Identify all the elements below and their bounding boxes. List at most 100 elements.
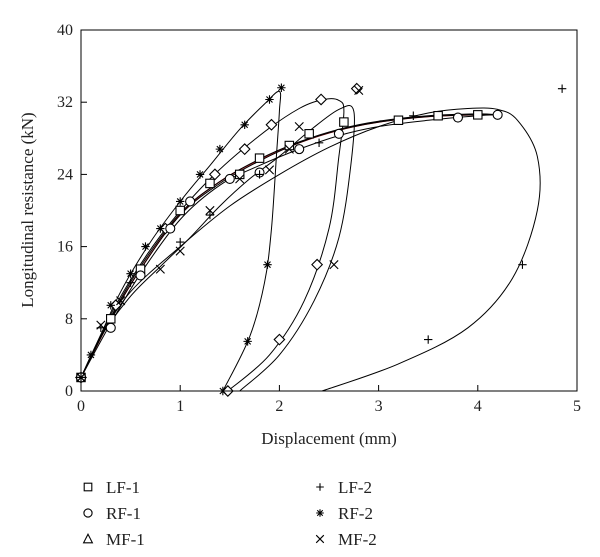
legend-label-rf-1: RF-1 <box>106 504 141 523</box>
legend-label-lf-1: LF-1 <box>106 478 140 497</box>
series-rf-2-point <box>106 301 115 310</box>
series-mf-2-point <box>329 260 339 270</box>
series-mf-2-point <box>264 165 275 175</box>
series-lf-1-point <box>175 205 185 216</box>
series-lf-2-point <box>557 84 567 93</box>
extra-curve-0-point <box>273 333 286 346</box>
legend-marker-lf-2 <box>316 483 324 491</box>
series-rf-1-point <box>135 270 146 281</box>
series-lf-2-markers <box>76 84 567 382</box>
series-mf-2-point <box>175 246 185 256</box>
series-lf-2-point <box>409 111 418 120</box>
series-rf-2-curve <box>81 90 282 391</box>
series-rf-2-point <box>243 337 252 346</box>
series-lf-2-point <box>255 170 264 179</box>
series-rf-1-point <box>333 128 344 139</box>
series-rf-1-point <box>492 109 503 120</box>
series-lf-2-point <box>518 260 527 269</box>
series-lf-1-point <box>393 115 404 126</box>
x-axis-label: Displacement (mm) <box>261 429 397 448</box>
legend-marker-mf-1 <box>82 532 94 544</box>
plot-frame <box>80 29 578 392</box>
series-mf-2-markers <box>76 85 364 383</box>
series-rf-2-markers <box>76 83 286 396</box>
series-rf-1-point <box>105 322 116 333</box>
series-lf-2-point <box>176 237 185 247</box>
legend-marker-lf-1 <box>83 482 93 492</box>
x-axis-ticks: 0 1 2 3 4 5 <box>77 385 581 415</box>
series-lf-1-point <box>205 178 215 189</box>
series-lf-2-point <box>126 278 135 287</box>
series-rf-2-point <box>265 95 274 104</box>
series-mf-2-point <box>205 205 215 216</box>
series-mf-2-point <box>235 174 245 184</box>
y-axis-ticks: 0 8 16 24 32 40 <box>57 22 87 400</box>
y-tick-label: 0 <box>65 383 73 400</box>
y-tick-label: 24 <box>57 166 73 183</box>
y-axis-label: Longitudinal resistance (kN) <box>18 112 37 307</box>
series-lf-1-point <box>339 117 349 127</box>
series-lf-1-point <box>106 314 116 324</box>
series-mf-2-point <box>294 121 304 132</box>
series-mf-1-curve <box>81 113 498 378</box>
series-rf-2-point <box>141 242 150 251</box>
series-rf-2-point <box>176 197 185 206</box>
y-tick-label: 40 <box>57 22 73 39</box>
legend-label-lf-2: LF-2 <box>338 478 372 497</box>
legend-marker-rf-2 <box>316 509 324 517</box>
series-mf-2-point <box>155 264 165 274</box>
series-rf-1-point <box>294 144 305 155</box>
series-rf-2-point <box>263 260 272 269</box>
series-mf-2-curve <box>81 105 356 391</box>
legend-label-mf-1: MF-1 <box>106 530 145 549</box>
extra-curve-0-markers <box>75 82 363 397</box>
legend-label-rf-2: RF-2 <box>338 504 373 523</box>
series-mf-2-point <box>96 320 106 330</box>
series-rf-1-point <box>185 196 196 207</box>
series-rf-2-point <box>240 120 249 129</box>
legend-marker-rf-1 <box>83 508 93 518</box>
series-mf-2-point <box>284 144 294 154</box>
legend-marker-mf-2 <box>315 534 325 544</box>
y-tick-label: 16 <box>57 239 73 256</box>
series-rf-2-point <box>195 170 205 179</box>
extra-curve-0-point <box>265 118 278 131</box>
series-rf-1-point <box>452 112 464 123</box>
extra-curve-0-point <box>315 93 328 106</box>
series-lf-2-point <box>314 138 324 148</box>
x-tick-label: 1 <box>176 398 184 415</box>
series-lf-1-point <box>254 153 265 163</box>
extra-curve-0-point <box>238 143 251 156</box>
series-lf-2-point <box>424 335 433 344</box>
x-tick-label: 4 <box>474 398 482 415</box>
markers-layer <box>75 82 567 397</box>
series-rf-2-point <box>215 144 225 154</box>
series-rf-2-point <box>277 83 286 92</box>
extra-curve-0-point <box>208 168 221 181</box>
series-lf-1-point <box>304 129 314 139</box>
legend: LF-1 RF-1 MF-1 LF-2 RF-2 MF-2 <box>82 478 377 549</box>
y-tick-label: 8 <box>65 311 73 328</box>
extra-curve-0-curve <box>81 98 345 391</box>
series-mf-2-point <box>116 296 126 306</box>
series-lf-1-point <box>433 110 443 121</box>
series-lf-1-point <box>234 169 245 180</box>
series-rf-2-point <box>86 350 96 360</box>
series-rf-1-point <box>165 223 176 234</box>
y-tick-label: 32 <box>57 94 73 111</box>
x-tick-label: 5 <box>573 398 581 415</box>
x-tick-label: 0 <box>77 398 85 415</box>
series-lf-2-point <box>205 210 215 220</box>
legend-label-mf-2: MF-2 <box>338 530 377 549</box>
series-rf-2-point <box>156 224 165 233</box>
series-rf-1-point <box>224 173 235 184</box>
series-lf-1-point <box>473 110 483 120</box>
series-lf-1-curve <box>81 114 488 378</box>
series-rf-2-point <box>126 269 135 278</box>
series-lf-2-curve <box>81 107 541 391</box>
x-tick-label: 3 <box>375 398 383 415</box>
x-tick-label: 2 <box>275 398 283 415</box>
extra-curve-0-point <box>311 258 324 271</box>
series-mf-2-point <box>354 85 364 96</box>
